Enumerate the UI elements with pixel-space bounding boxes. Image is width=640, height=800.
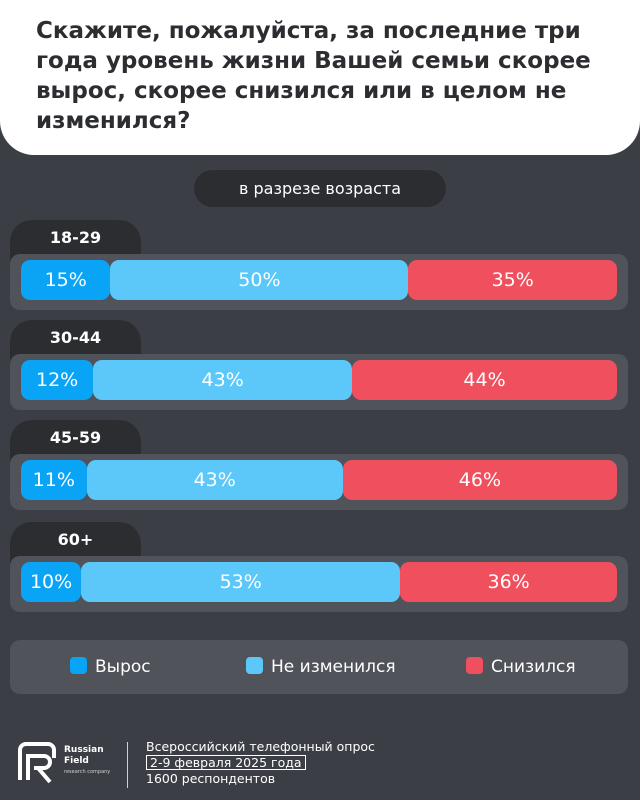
legend-swatch-unchanged	[246, 657, 263, 674]
footer-info: Всероссийский телефонный опрос 2-9 февра…	[146, 739, 375, 787]
bar-segment-grew: 12%	[21, 360, 94, 400]
legend-item-unchanged: Не изменился	[246, 640, 396, 694]
age-group-row: 11% 43% 46%	[10, 454, 628, 510]
bar-segment-unchanged: 43%	[93, 360, 353, 400]
logo-name: Russian Field	[64, 745, 104, 766]
legend: Вырос Не изменился Снизился	[10, 640, 628, 694]
legend-label-declined: Снизился	[491, 657, 576, 677]
survey-type: Всероссийский телефонный опрос	[146, 739, 375, 754]
bar-segment-unchanged: 50%	[110, 260, 409, 300]
bar-segment-declined: 36%	[400, 562, 617, 602]
bar-segment-grew: 15%	[21, 260, 111, 300]
respondents-count: 1600 респондентов	[146, 771, 276, 786]
bar-segment-grew: 11%	[21, 460, 87, 500]
russian-field-logo	[18, 742, 56, 784]
survey-dates: 2-9 февраля 2025 года	[146, 755, 306, 770]
bar-segment-declined: 44%	[352, 360, 617, 400]
legend-label-unchanged: Не изменился	[271, 657, 396, 677]
bar-segment-unchanged: 43%	[86, 460, 343, 500]
bar-segment-grew: 10%	[21, 562, 82, 602]
age-group-row: 15% 50% 35%	[10, 254, 628, 310]
chart-subtitle: в разрезе возраста	[194, 170, 446, 207]
header: Скажите, пожалуйста, за последние три го…	[0, 0, 640, 155]
bar-segment-unchanged: 53%	[81, 562, 401, 602]
legend-item-grew: Вырос	[70, 640, 151, 694]
age-group-row: 10% 53% 36%	[10, 556, 628, 612]
bar-segment-declined: 46%	[342, 460, 617, 500]
chart-title: Скажите, пожалуйста, за последние три го…	[36, 18, 591, 134]
age-group-row: 12% 43% 44%	[10, 354, 628, 410]
logo-subtitle: research company	[64, 769, 111, 775]
logo-text: Russian Field research company	[64, 745, 114, 778]
footer-divider	[127, 742, 128, 788]
legend-swatch-grew	[70, 657, 87, 674]
legend-swatch-declined	[466, 657, 483, 674]
legend-label-grew: Вырос	[95, 657, 151, 677]
legend-item-declined: Снизился	[466, 640, 576, 694]
bar-segment-declined: 35%	[408, 260, 617, 300]
